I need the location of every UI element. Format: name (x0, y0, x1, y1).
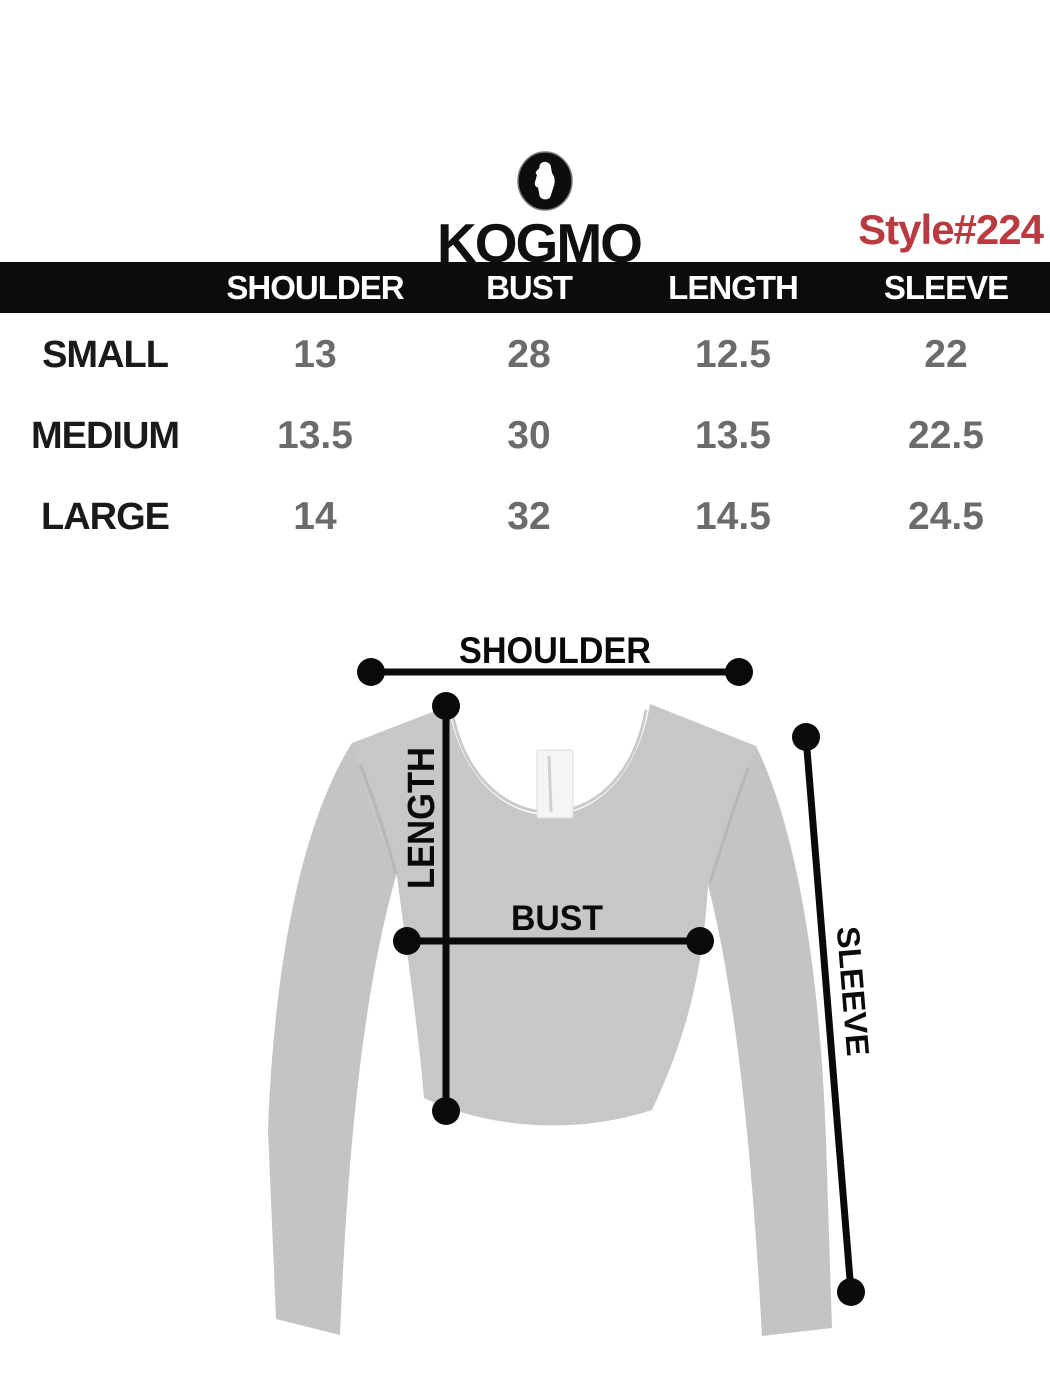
measurement-diagram: SHOULDER LENGTH BUST SLEEVE (268, 630, 876, 1336)
measurement-lines (357, 658, 865, 1306)
cell-value: 32 (507, 495, 551, 538)
cell-value: 28 (507, 333, 551, 376)
cell-value: 13.5 (695, 414, 771, 457)
cell-value: 12.5 (695, 333, 771, 376)
table-row: SMALL 13 28 12.5 22 (0, 330, 1050, 380)
column-header-shoulder: SHOULDER (226, 269, 404, 306)
column-header-sleeve: SLEEVE (883, 269, 1009, 306)
sleeve-line-top-dot (792, 723, 820, 751)
cell-value: 22 (924, 333, 968, 376)
sleeve-line-bottom-dot (837, 1278, 865, 1306)
sleeve-line (802, 736, 855, 1293)
right-sleeve (708, 746, 832, 1336)
length-measure-label: LENGTH (401, 747, 443, 889)
table-row: LARGE 14 32 14.5 24.5 (0, 492, 1050, 542)
column-header-length: LENGTH (668, 269, 799, 306)
size-label: MEDIUM (30, 415, 180, 457)
garment-silhouette (268, 704, 832, 1336)
cell-value: 14.5 (695, 495, 771, 538)
column-header-bust: BUST (486, 269, 573, 306)
cell-value: 30 (507, 414, 551, 457)
garment-body (352, 704, 756, 1126)
table-row: MEDIUM 13.5 30 13.5 22.5 (0, 411, 1050, 461)
left-armhole-seam (358, 763, 398, 875)
bust-line-left-dot (393, 927, 421, 955)
shoulder-line-right-dot (725, 658, 753, 686)
size-label: SMALL (42, 334, 169, 376)
brand-logo (517, 151, 573, 211)
length-line-top-dot (432, 692, 460, 720)
neck-tag (536, 749, 574, 819)
left-sleeve (268, 743, 396, 1335)
right-armhole-seam (708, 767, 750, 884)
size-table-header-bar: SHOULDER BUST LENGTH SLEEVE (0, 262, 1050, 313)
neck-tag-fold (547, 755, 553, 813)
cell-value: 24.5 (908, 495, 984, 538)
bust-measure-label: BUST (511, 899, 603, 938)
size-label: LARGE (41, 496, 170, 538)
cell-value: 22.5 (908, 414, 984, 457)
style-number: Style#224 (858, 206, 1044, 253)
bust-line-right-dot (686, 927, 714, 955)
length-line-bottom-dot (432, 1097, 460, 1125)
cameo-silhouette-icon (534, 161, 555, 200)
cell-value: 13 (293, 333, 337, 376)
cell-value: 13.5 (277, 414, 353, 457)
shoulder-measure-label: SHOULDER (459, 630, 651, 671)
shoulder-line-left-dot (357, 658, 385, 686)
cell-value: 14 (293, 495, 337, 538)
sleeve-measure-label: SLEEVE (830, 925, 876, 1057)
